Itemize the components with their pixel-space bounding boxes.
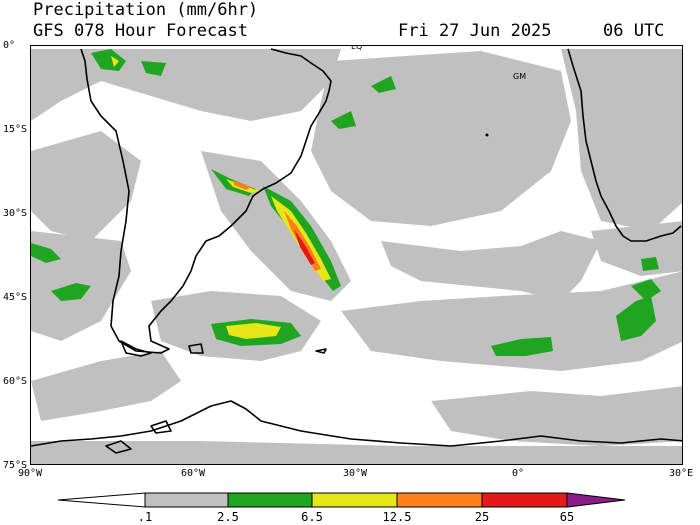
light-precip-areas bbox=[31, 49, 682, 464]
colorbar-segment-6 bbox=[566, 492, 626, 508]
lat-label-15s: 15°S bbox=[3, 124, 28, 135]
colorbar-label-3: 12.5 bbox=[382, 510, 412, 524]
lon-label-60w: 60°W bbox=[180, 468, 206, 479]
colorbar-label-5: 65 bbox=[559, 510, 575, 524]
extreme-precip-areas bbox=[294, 229, 315, 265]
lon-label-30w: 30°W bbox=[342, 468, 368, 479]
equator-tag: EQ bbox=[351, 46, 362, 51]
lat-label-30s: 30°S bbox=[3, 208, 28, 219]
colorbar-segment-5 bbox=[481, 492, 568, 508]
colorbar-label-1: 2.5 bbox=[217, 510, 239, 524]
model-label: GFS 078 Hour Forecast bbox=[33, 21, 248, 41]
colorbar-segment-4 bbox=[396, 492, 483, 508]
lon-label-0: 0° bbox=[511, 468, 525, 479]
lon-label-30e: 30°E bbox=[668, 468, 694, 479]
precipitation-colorbar bbox=[57, 492, 626, 508]
lat-label-75s: 75°S bbox=[3, 460, 28, 471]
coastlines bbox=[31, 48, 682, 454]
lon-label-90w: 90°W bbox=[17, 468, 43, 479]
greenwich-tag: GM bbox=[513, 72, 526, 81]
colorbar-label-2: 6.5 bbox=[301, 510, 323, 524]
valid-date: Fri 27 Jun 2025 bbox=[398, 21, 552, 41]
colorbar-segment-3 bbox=[311, 492, 398, 508]
lat-label-45s: 45°S bbox=[3, 292, 28, 303]
lat-label-0: 0° bbox=[3, 40, 16, 51]
valid-time: 06 UTC bbox=[603, 21, 665, 41]
lat-label-60s: 60°S bbox=[3, 376, 28, 387]
colorbar-label-4: 25 bbox=[474, 510, 490, 524]
colorbar-segment-0 bbox=[57, 492, 146, 508]
precipitation-map: EQ GM bbox=[30, 45, 683, 465]
very-heavy-precip-areas bbox=[234, 181, 321, 271]
colorbar-label-0: .1 bbox=[137, 510, 153, 524]
colorbar-segment-1 bbox=[144, 492, 229, 508]
colorbar-segment-2 bbox=[227, 492, 313, 508]
chart-title: Precipitation (mm/6hr) bbox=[33, 0, 259, 20]
